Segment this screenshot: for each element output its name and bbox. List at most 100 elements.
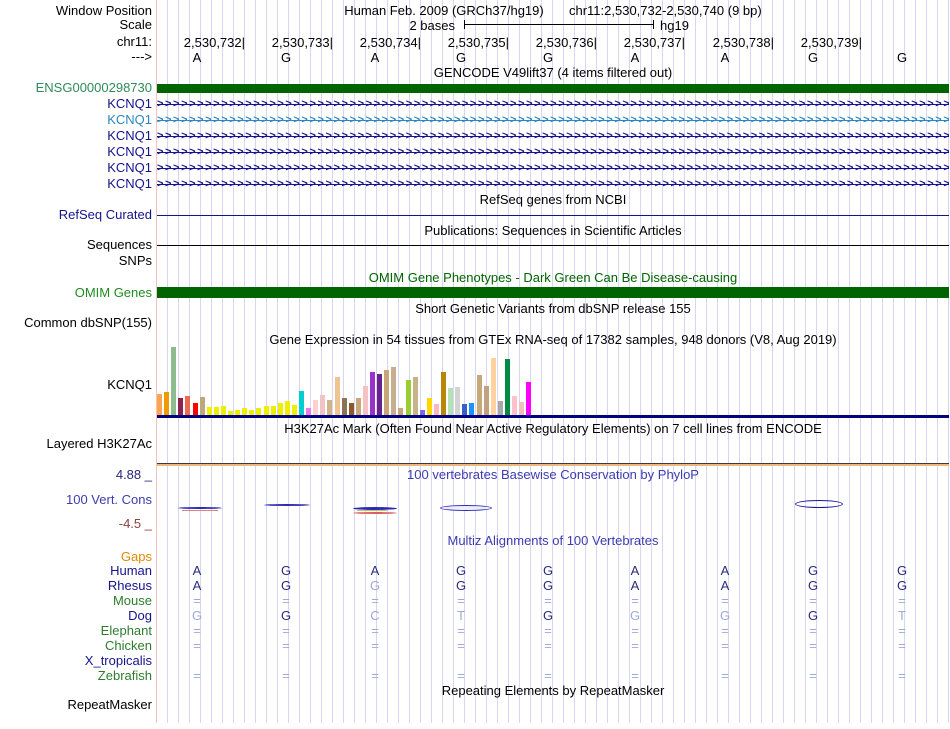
alignment-base: G [629,608,641,623]
gtex-bar [171,347,177,415]
alignment-base: A [192,578,202,593]
conservation-track-title[interactable]: 100 vertebrates Basewise Conservation by… [407,467,699,482]
gtex-bar [441,372,446,415]
species-label-human[interactable]: Human [110,563,152,578]
species-label-zebrafish[interactable]: Zebrafish [97,668,152,683]
multiz-track-title[interactable]: Multiz Alignments of 100 Vertebrates [447,533,659,548]
conservation-max-label: 4.88 _ [115,467,152,482]
species-label-rhesus[interactable]: Rhesus [107,578,152,593]
alignment-base: = [193,593,201,608]
gencode-transcript-label[interactable]: KCNQ1 [107,96,152,111]
alignment-base: G [896,563,908,578]
sequences-label[interactable]: Sequences [86,237,152,252]
gencode-transcript-row[interactable]: >>>>>>>>>>>>>>>>>>>>>>>>>>>>>>>>>>>>>>>>… [157,162,949,175]
omim-genes-label[interactable]: OMIM Genes [74,285,152,300]
alignment-base: = [544,623,552,638]
snps-label[interactable]: SNPs [118,253,152,268]
gtex-bar [419,410,425,415]
gencode-transcript-label[interactable]: KCNQ1 [107,160,152,175]
gencode-transcript-label[interactable]: KCNQ1 [107,176,152,191]
refseq-track-title[interactable]: RefSeq genes from NCBI [479,192,627,207]
gtex-bar [178,398,184,415]
alignment-base: A [192,563,202,578]
sequences-line[interactable] [157,245,949,246]
omim-gene-bar[interactable] [157,287,949,298]
alignment-base: = [193,623,201,638]
gtex-bar [306,408,312,415]
repeatmasker-track-title[interactable]: Repeating Elements by RepeatMasker [441,683,665,698]
scale-value: 2 bases [409,18,455,33]
species-label-mouse[interactable]: Mouse [112,593,152,608]
species-label-elephant[interactable]: Elephant [100,623,152,638]
gencode-transcript-label[interactable]: KCNQ1 [107,112,152,127]
species-label-chicken[interactable]: Chicken [105,638,152,653]
alignment-base: = [898,623,906,638]
gencode-transcript-row[interactable]: >>>>>>>>>>>>>>>>>>>>>>>>>>>>>>>>>>>>>>>>… [157,114,949,127]
refseq-curated-label[interactable]: RefSeq Curated [58,207,152,222]
coordinate-label: 2,530,739| [800,35,862,50]
layered-h3k27ac-label[interactable]: Layered H3K27Ac [46,436,152,451]
species-label-gaps[interactable]: Gaps [120,549,152,564]
gencode-track-title[interactable]: GENCODE V49lift37 (4 items filtered out) [433,65,673,80]
gencode-transcript-row[interactable]: >>>>>>>>>>>>>>>>>>>>>>>>>>>>>>>>>>>>>>>>… [157,146,949,159]
gencode-gene-bar[interactable] [157,84,949,93]
species-label-dog[interactable]: Dog [128,608,152,623]
gencode-gene-label[interactable]: ENSG00000298730 [35,80,152,95]
gtex-bar [284,401,290,415]
gtex-bar [213,407,219,415]
dbsnp-track-title[interactable]: Short Genetic Variants from dbSNP releas… [415,301,691,316]
conservation-label[interactable]: 100 Vert. Cons [66,492,152,507]
gtex-bar [313,400,319,415]
base-letter: G [542,50,554,65]
alignment-base: = [193,638,201,653]
publications-track-title[interactable]: Publications: Sequences in Scientific Ar… [424,223,682,238]
alignment-base: A [630,563,640,578]
alignment-base: G [719,608,731,623]
gtex-bar [362,386,368,415]
gencode-transcript-row[interactable]: >>>>>>>>>>>>>>>>>>>>>>>>>>>>>>>>>>>>>>>>… [157,98,949,111]
window-position-label: Window Position [55,3,152,18]
coordinate-label: 2,530,738| [712,35,774,50]
window-position-title: Human Feb. 2009 (GRCh37/hg19) chr11:2,53… [157,4,949,18]
alignment-base: G [542,578,554,593]
gtex-gene-label[interactable]: KCNQ1 [107,377,152,392]
gtex-bar [270,406,276,415]
alignment-base: = [809,593,817,608]
alignment-base: = [631,638,639,653]
position-title: chr11:2,530,732-2,530,740 (9 bp) [568,3,762,18]
alignment-base: = [631,593,639,608]
gtex-bar [455,387,461,415]
gtex-bar [504,359,510,415]
gtex-bar [249,410,255,415]
gtex-bar [469,403,475,415]
omim-track-title[interactable]: OMIM Gene Phenotypes - Dark Green Can Be… [368,270,738,285]
alignment-base: = [371,593,379,608]
h3k27ac-track-title[interactable]: H3K27Ac Mark (Often Found Near Active Re… [284,421,822,436]
common-dbsnp-label[interactable]: Common dbSNP(155) [24,315,152,330]
species-label-x_tropicalis[interactable]: X_tropicalis [84,653,152,668]
gencode-transcript-label[interactable]: KCNQ1 [107,144,152,159]
gtex-bar [291,405,297,415]
scale-assembly: hg19 [660,18,689,33]
alignment-base: G [280,608,292,623]
base-letter: A [630,50,640,65]
gencode-transcript-label[interactable]: KCNQ1 [107,128,152,143]
base-letter: G [455,50,467,65]
gtex-bar [199,397,205,415]
gtex-bar [256,408,262,415]
gtex-bar [277,403,283,415]
gencode-transcript-row[interactable]: >>>>>>>>>>>>>>>>>>>>>>>>>>>>>>>>>>>>>>>>… [157,178,949,191]
base-letter: A [192,50,202,65]
alignment-base: = [282,638,290,653]
gtex-expression-barchart[interactable] [157,345,949,415]
gencode-transcript-row[interactable]: >>>>>>>>>>>>>>>>>>>>>>>>>>>>>>>>>>>>>>>>… [157,130,949,143]
alignment-base: = [898,638,906,653]
alignment-base: = [371,668,379,683]
gtex-bar [334,377,340,415]
gtex-track-title[interactable]: Gene Expression in 54 tissues from GTEx … [269,332,837,347]
refseq-gene-line[interactable] [157,215,949,216]
conservation-wiggle-2 [264,504,310,506]
repeatmasker-label[interactable]: RepeatMasker [67,697,152,712]
alignment-base: = [544,638,552,653]
